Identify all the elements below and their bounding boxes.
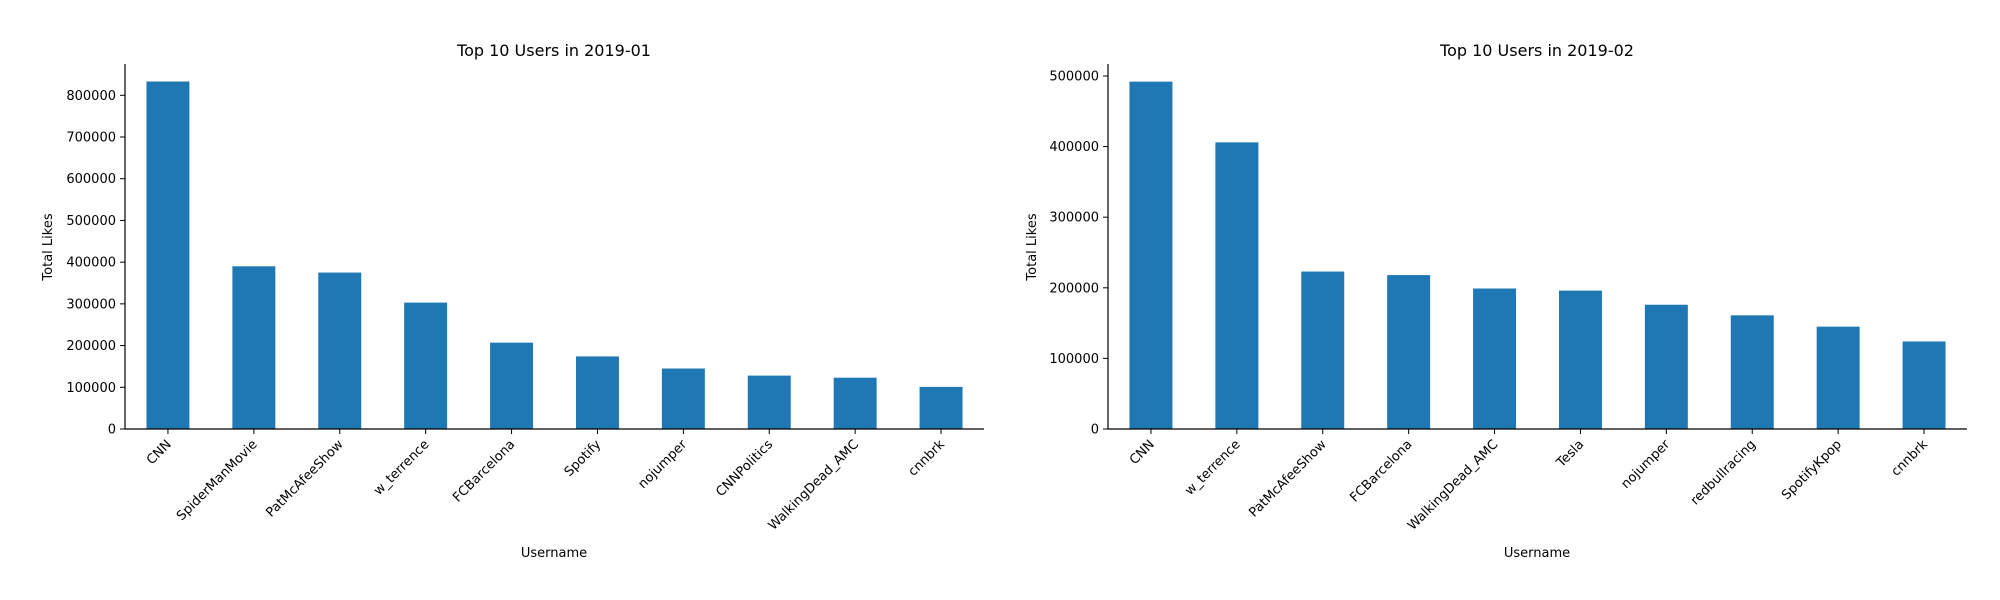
bar-Spotify: [575, 356, 619, 429]
bar-nojumper: [1644, 304, 1688, 429]
bar-FCBarcelona: [490, 342, 534, 429]
y-axis-label: Total Likes: [41, 213, 56, 281]
y-tick-label: 700000: [66, 131, 116, 146]
bar-PatMcAfeeShow: [318, 272, 362, 429]
bar-w_terrence: [404, 302, 448, 429]
y-tick-label: 100000: [1049, 352, 1099, 367]
bar-nojumper: [661, 368, 705, 429]
bar-CNN: [1129, 81, 1173, 430]
y-tick-label: 400000: [66, 256, 116, 271]
bar-CNNPolitics: [747, 375, 791, 429]
y-tick-label: 200000: [66, 339, 116, 354]
y-tick-label: 300000: [1049, 211, 1099, 226]
chart-title: Top 10 Users in 2019-01: [456, 41, 651, 60]
y-tick-label: 500000: [1049, 70, 1099, 85]
y-tick-label: 400000: [1049, 140, 1099, 155]
bar-group: [146, 81, 963, 430]
y-tick-label: 300000: [66, 297, 116, 312]
chart-2019-01: Top 10 Users in 2019-01 Username Total L…: [41, 41, 984, 561]
y-tick-label: 0: [1091, 423, 1099, 438]
bar-w_terrence: [1215, 142, 1259, 429]
y-axis-ticks: 0 100000 200000 300000 400000 500000: [1049, 70, 1108, 438]
bar-redbullracing: [1730, 315, 1774, 429]
bar-WalkingDead_AMC: [1473, 288, 1517, 429]
y-tick-label: 100000: [66, 381, 116, 396]
bar-WalkingDead_AMC: [833, 377, 877, 429]
y-tick-label: 800000: [66, 89, 116, 104]
y-tick-label: 500000: [66, 214, 116, 229]
y-axis-ticks: 0 100000 200000 300000 400000 500000 600000 700…: [66, 89, 125, 438]
bar-FCBarcelona: [1387, 275, 1431, 429]
y-axis-label: Total Likes: [1025, 213, 1040, 281]
chart-title: Top 10 Users in 2019-02: [1439, 41, 1634, 60]
y-tick-label: 600000: [66, 172, 116, 187]
x-axis-label: Username: [1504, 546, 1570, 561]
bar-SpiderManMovie: [232, 266, 276, 429]
bar-Tesla: [1558, 290, 1602, 429]
y-tick-label: 200000: [1049, 281, 1099, 296]
bar-cnnbrk: [1902, 341, 1946, 429]
y-tick-label: 0: [108, 423, 116, 438]
bar-CNN: [146, 81, 190, 430]
x-axis-label: Username: [521, 546, 587, 561]
bar-PatMcAfeeShow: [1301, 271, 1345, 429]
bar-cnnbrk: [919, 386, 963, 429]
bar-group: [1129, 81, 1946, 430]
bar-SpotifyKpop: [1816, 326, 1860, 429]
